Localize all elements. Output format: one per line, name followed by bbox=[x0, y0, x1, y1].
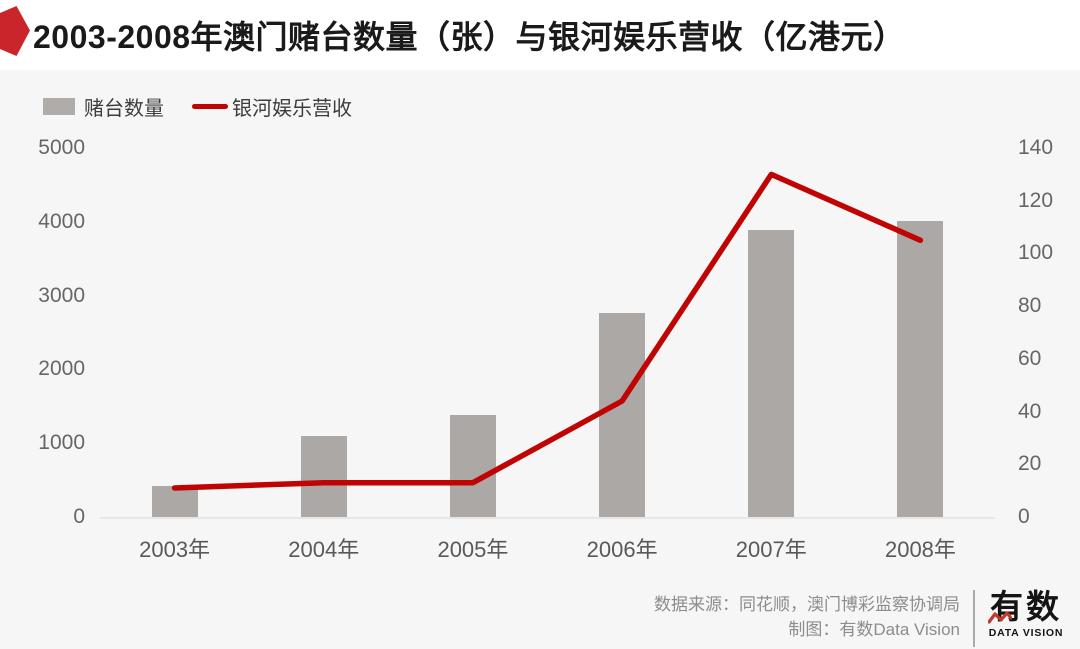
bar-2008年 bbox=[897, 220, 944, 517]
x-tick-2005年: 2005年 bbox=[437, 537, 509, 562]
left-axis-tick-0: 0 bbox=[73, 505, 85, 528]
chart-title: 2003-2008年澳门赌台数量（张）与银河娱乐营收（亿港元） bbox=[33, 19, 906, 55]
brand-logo: 有数 DATA VISION bbox=[983, 588, 1069, 639]
bar-2005年 bbox=[449, 414, 496, 517]
bar-2007年 bbox=[748, 229, 795, 517]
plot-area bbox=[100, 148, 995, 519]
logo-zigzag-icon bbox=[988, 611, 1012, 624]
right-axis-tick-80: 80 bbox=[1018, 294, 1042, 318]
left-y-axis: 5000 4000 3000 2000 1000 0 bbox=[0, 136, 85, 528]
right-axis-tick-120: 120 bbox=[1018, 188, 1054, 212]
legend: 赌台数量 银河娱乐营收 bbox=[43, 92, 352, 120]
revenue-line bbox=[171, 171, 924, 491]
right-axis-tick-60: 60 bbox=[1018, 346, 1042, 370]
credit-line: 制图：有数Data Vision bbox=[788, 620, 960, 639]
left-axis-tick-5000: 5000 bbox=[38, 136, 85, 159]
bar-2003年 bbox=[151, 485, 198, 517]
title-band: 2003-2008年澳门赌台数量（张）与银河娱乐营收（亿港元） bbox=[0, 0, 1080, 70]
x-tick-2007年: 2007年 bbox=[735, 537, 807, 562]
bar-2006年 bbox=[599, 313, 646, 517]
footer-source-block: 数据来源：同花顺，澳门博彩监察协调局 制图：有数Data Vision bbox=[654, 592, 960, 642]
title-ribbon-badge-icon bbox=[0, 6, 30, 56]
left-axis-tick-2000: 2000 bbox=[38, 357, 85, 381]
left-axis-tick-4000: 4000 bbox=[38, 209, 85, 233]
right-axis-tick-0: 0 bbox=[1018, 505, 1030, 528]
legend-line-label: 银河娱乐营收 bbox=[232, 97, 352, 120]
legend-line-swatch-icon bbox=[192, 103, 228, 109]
x-tick-2008年: 2008年 bbox=[884, 537, 956, 562]
x-tick-2003年: 2003年 bbox=[139, 537, 211, 562]
left-axis-tick-3000: 3000 bbox=[38, 283, 85, 307]
source-line: 数据来源：同花顺，澳门博彩监察协调局 bbox=[654, 595, 960, 614]
bar-2004年 bbox=[300, 436, 347, 517]
right-axis-tick-140: 140 bbox=[1018, 136, 1054, 159]
left-axis-tick-1000: 1000 bbox=[38, 431, 85, 455]
right-axis-tick-100: 100 bbox=[1018, 241, 1054, 265]
x-tick-2004年: 2004年 bbox=[288, 537, 360, 562]
footer-divider bbox=[973, 590, 975, 647]
legend-bar-swatch-icon bbox=[43, 97, 75, 115]
legend-bar-label: 赌台数量 bbox=[84, 97, 164, 120]
x-tick-2006年: 2006年 bbox=[586, 537, 658, 562]
right-y-axis: 140 120 100 80 60 40 20 0 bbox=[1018, 136, 1080, 528]
revenue-line-chart bbox=[171, 171, 924, 491]
right-axis-tick-20: 20 bbox=[1018, 452, 1042, 476]
x-axis: 2003年 2004年 2005年 2006年 2007年 2008年 bbox=[100, 536, 995, 564]
right-axis-tick-40: 40 bbox=[1018, 399, 1042, 423]
logo-subtitle: DATA VISION bbox=[988, 627, 1064, 639]
